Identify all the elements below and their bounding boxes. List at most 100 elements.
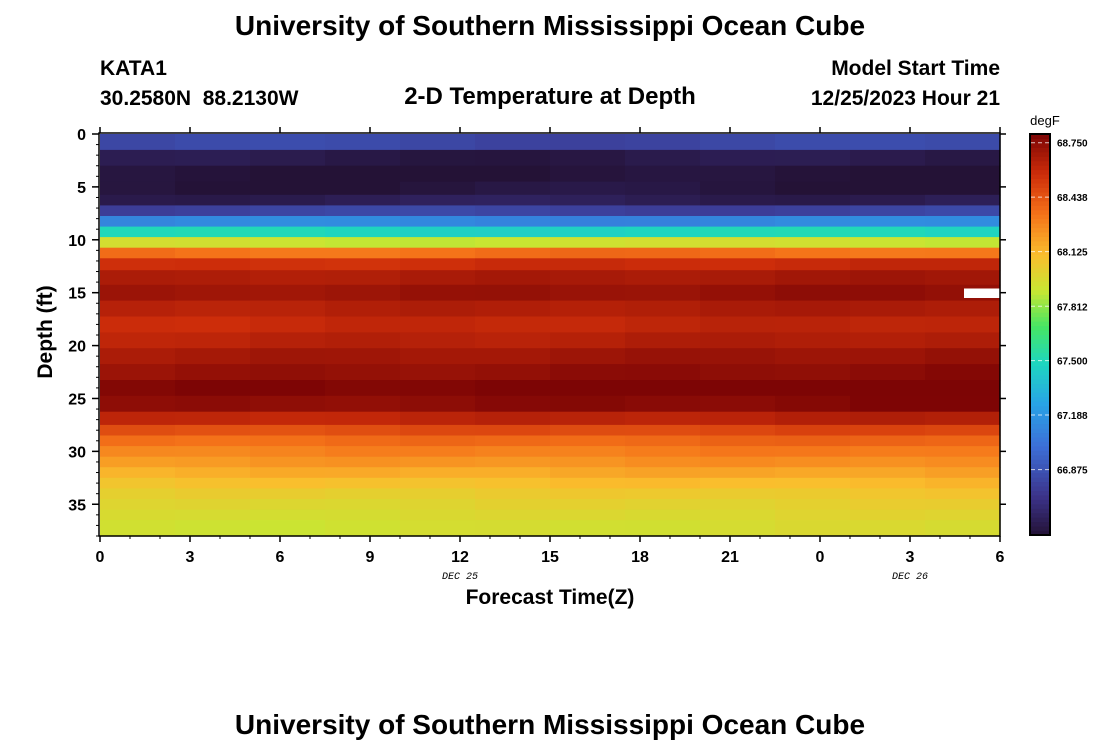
heatmap-cell bbox=[625, 477, 701, 489]
heatmap-cell bbox=[175, 258, 251, 271]
heatmap-cell bbox=[400, 332, 476, 349]
heatmap-cell bbox=[100, 380, 176, 397]
colorbar-tick-label: 68.750 bbox=[1057, 139, 1088, 150]
colorbar-segment bbox=[1030, 169, 1050, 175]
heatmap-cell bbox=[700, 348, 776, 365]
heatmap-cell bbox=[175, 411, 251, 426]
heatmap-cell bbox=[700, 300, 776, 318]
heatmap-cell bbox=[925, 395, 1001, 413]
heatmap-cell bbox=[400, 216, 476, 228]
heatmap-cell bbox=[775, 477, 851, 489]
heatmap-cell bbox=[325, 477, 401, 489]
heatmap-cell bbox=[850, 165, 926, 183]
colorbar-segment bbox=[1030, 414, 1050, 420]
heatmap-cell bbox=[175, 149, 251, 167]
heatmap-cell bbox=[925, 247, 1001, 259]
heatmap-cell bbox=[100, 258, 176, 271]
heatmap-cell bbox=[925, 411, 1001, 426]
heatmap-cell bbox=[475, 134, 551, 151]
heatmap-cell bbox=[925, 488, 1001, 500]
heatmap-cell bbox=[475, 247, 551, 259]
heatmap-cell bbox=[775, 467, 851, 479]
colorbar-segment bbox=[1030, 321, 1050, 327]
heatmap-cell bbox=[775, 134, 851, 151]
heatmap-cell bbox=[250, 316, 326, 333]
colorbar-segment bbox=[1030, 494, 1050, 500]
colorbar-segment bbox=[1030, 254, 1050, 260]
heatmap-cell bbox=[550, 477, 626, 489]
heatmap-cell bbox=[550, 226, 626, 238]
colorbar-segment bbox=[1030, 503, 1050, 509]
heatmap-cell bbox=[775, 488, 851, 500]
heatmap-cell bbox=[700, 258, 776, 271]
heatmap-cell bbox=[325, 194, 401, 206]
heatmap-cell bbox=[250, 181, 326, 196]
heatmap-cell bbox=[175, 194, 251, 206]
heatmap-cell bbox=[325, 270, 401, 286]
heatmap-cell bbox=[700, 284, 776, 302]
heatmap-cell bbox=[625, 411, 701, 426]
heatmap-cell bbox=[400, 395, 476, 413]
colorbar-segment bbox=[1030, 294, 1050, 300]
heatmap-cell bbox=[850, 181, 926, 196]
heatmap-cell bbox=[775, 226, 851, 238]
heatmap-cell bbox=[550, 348, 626, 365]
heatmap-cell bbox=[700, 237, 776, 249]
colorbar-segment bbox=[1030, 526, 1050, 532]
heatmap-cell bbox=[775, 247, 851, 259]
x-tick-label: 21 bbox=[721, 549, 739, 566]
heatmap-cell bbox=[850, 477, 926, 489]
heatmap-cell bbox=[175, 509, 251, 521]
heatmap-cell bbox=[100, 270, 176, 286]
colorbar-segment bbox=[1030, 450, 1050, 456]
heatmap-cell bbox=[175, 499, 251, 511]
heatmap-cell bbox=[250, 247, 326, 259]
heatmap-cell bbox=[400, 226, 476, 238]
colorbar-segment bbox=[1030, 512, 1050, 518]
date-label: DEC 25 bbox=[442, 572, 478, 583]
heatmap-cell bbox=[250, 446, 326, 458]
heatmap-cell bbox=[325, 488, 401, 500]
y-tick-label: 15 bbox=[68, 286, 86, 303]
colorbar-segment bbox=[1030, 272, 1050, 278]
colorbar-segment bbox=[1030, 517, 1050, 523]
colorbar-segment bbox=[1030, 218, 1050, 224]
heatmap-cell bbox=[400, 456, 476, 468]
heatmap-cell bbox=[850, 300, 926, 318]
heatmap-cell bbox=[850, 520, 926, 537]
colorbar-segment bbox=[1030, 165, 1050, 171]
heatmap-cell bbox=[325, 380, 401, 397]
colorbar-segment bbox=[1030, 436, 1050, 442]
heatmap-cell bbox=[550, 149, 626, 167]
heatmap-cell bbox=[850, 364, 926, 381]
heatmap-cell bbox=[925, 194, 1001, 206]
colorbar-segment bbox=[1030, 330, 1050, 335]
heatmap-cell bbox=[550, 300, 626, 318]
main-title: University of Southern Mississippi Ocean… bbox=[235, 10, 865, 41]
model-start-label: Model Start Time bbox=[831, 57, 1000, 80]
heatmap-cell bbox=[700, 456, 776, 468]
heatmap-cell bbox=[100, 165, 176, 183]
heatmap-cell bbox=[700, 395, 776, 413]
heatmap-cell bbox=[700, 435, 776, 447]
colorbar-tick-label: 66.875 bbox=[1057, 466, 1088, 477]
heatmap-cell bbox=[250, 364, 326, 381]
heatmap-cell bbox=[775, 446, 851, 458]
colorbar-segment bbox=[1030, 490, 1050, 496]
heatmap-cell bbox=[250, 270, 326, 286]
date-label: DEC 26 bbox=[892, 572, 928, 583]
colorbar-tick-label: 67.812 bbox=[1057, 302, 1088, 313]
heatmap-cell bbox=[250, 194, 326, 206]
heatmap-cell bbox=[775, 411, 851, 426]
colorbar-tick-label: 68.125 bbox=[1057, 248, 1088, 259]
heatmap-cell bbox=[850, 509, 926, 521]
heatmap-cell bbox=[625, 332, 701, 349]
heatmap-cell bbox=[775, 216, 851, 228]
heatmap-cell bbox=[925, 216, 1001, 228]
heatmap-cell bbox=[550, 456, 626, 468]
heatmap-cell bbox=[925, 380, 1001, 397]
colorbar-segment bbox=[1030, 325, 1050, 331]
heatmap-cell bbox=[550, 509, 626, 521]
heatmap-cell bbox=[775, 300, 851, 318]
heatmap-cell bbox=[775, 332, 851, 349]
